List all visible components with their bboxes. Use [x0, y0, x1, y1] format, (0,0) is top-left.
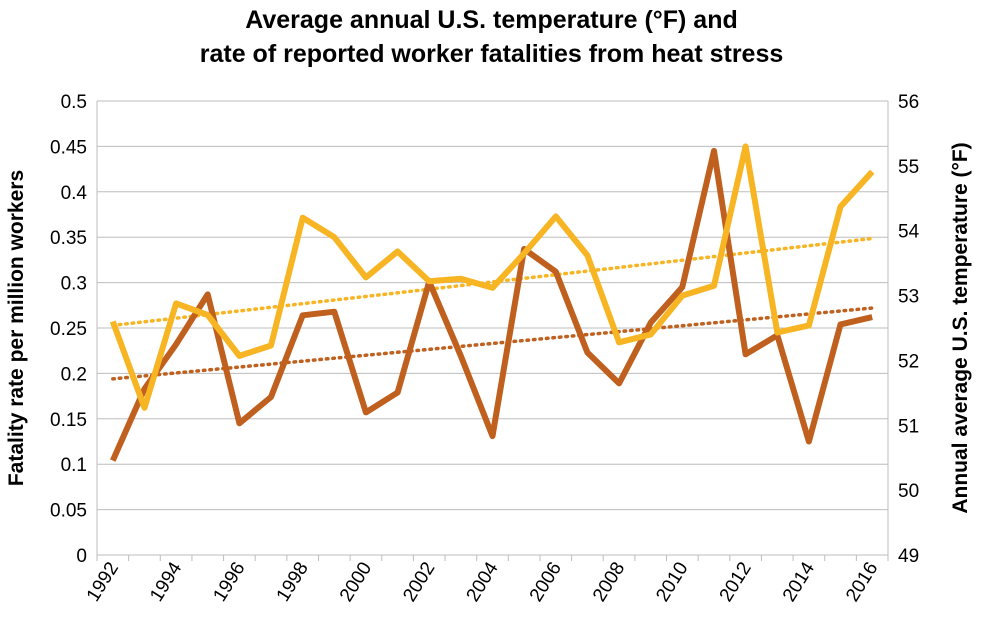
y-left-tick-label: 0.2 [61, 364, 87, 385]
x-tick-label: 1998 [273, 559, 313, 606]
trendline-left [111, 306, 874, 381]
x-tick-label: 2002 [399, 559, 439, 606]
trendline-right [111, 236, 874, 328]
y-right-tick-label: 51 [898, 416, 919, 437]
chart-subtitle: rate of reported worker fatalities from … [199, 40, 784, 68]
x-tick-label: 2000 [336, 559, 376, 606]
y-left-tick-label: 0.4 [61, 183, 88, 204]
x-tick-label: 2008 [589, 559, 629, 606]
y-left-tick-label: 0.5 [61, 92, 87, 113]
x-tick-label: 2012 [716, 559, 756, 606]
fatality-rate-line [110, 147, 873, 462]
y-left-tick-label: 0.35 [50, 228, 87, 249]
y-axis-left-label: Fatality rate per million workers [5, 170, 28, 486]
x-tick-label: 2006 [526, 559, 566, 606]
y-right-tick-label: 54 [898, 222, 920, 243]
x-tick-label: 1992 [83, 559, 123, 606]
x-tick-label: 1996 [209, 559, 249, 606]
x-tick-label: 2004 [463, 558, 503, 605]
y-left-tick-label: 0.45 [50, 137, 87, 158]
temperature-line [109, 143, 875, 411]
y-left-tick-label: 0.3 [61, 274, 87, 295]
y-left-tick-label: 0.15 [50, 410, 87, 431]
x-tick-label: 2014 [779, 558, 819, 605]
y-left-tick-label: 0.1 [61, 455, 87, 476]
x-tick-label: 2010 [652, 559, 692, 606]
y-left-tick-label: 0.25 [50, 319, 87, 340]
y-left-tick-label: 0 [76, 546, 87, 567]
x-tick-label: 1994 [146, 558, 186, 605]
y-right-tick-label: 52 [898, 351, 919, 372]
y-left-tick-label: 0.05 [50, 501, 87, 522]
y-right-tick-label: 55 [898, 157, 919, 178]
y-right-tick-label: 50 [898, 481, 919, 502]
y-right-tick-label: 49 [898, 546, 919, 567]
y-axis-right-label: Annual average U.S. temperature (°F) [949, 142, 972, 513]
x-tick-label: 2016 [842, 559, 882, 606]
y-right-tick-label: 53 [898, 287, 919, 308]
chart-title: Average annual U.S. temperature (°F) and [245, 6, 738, 34]
y-right-tick-label: 56 [898, 92, 919, 113]
